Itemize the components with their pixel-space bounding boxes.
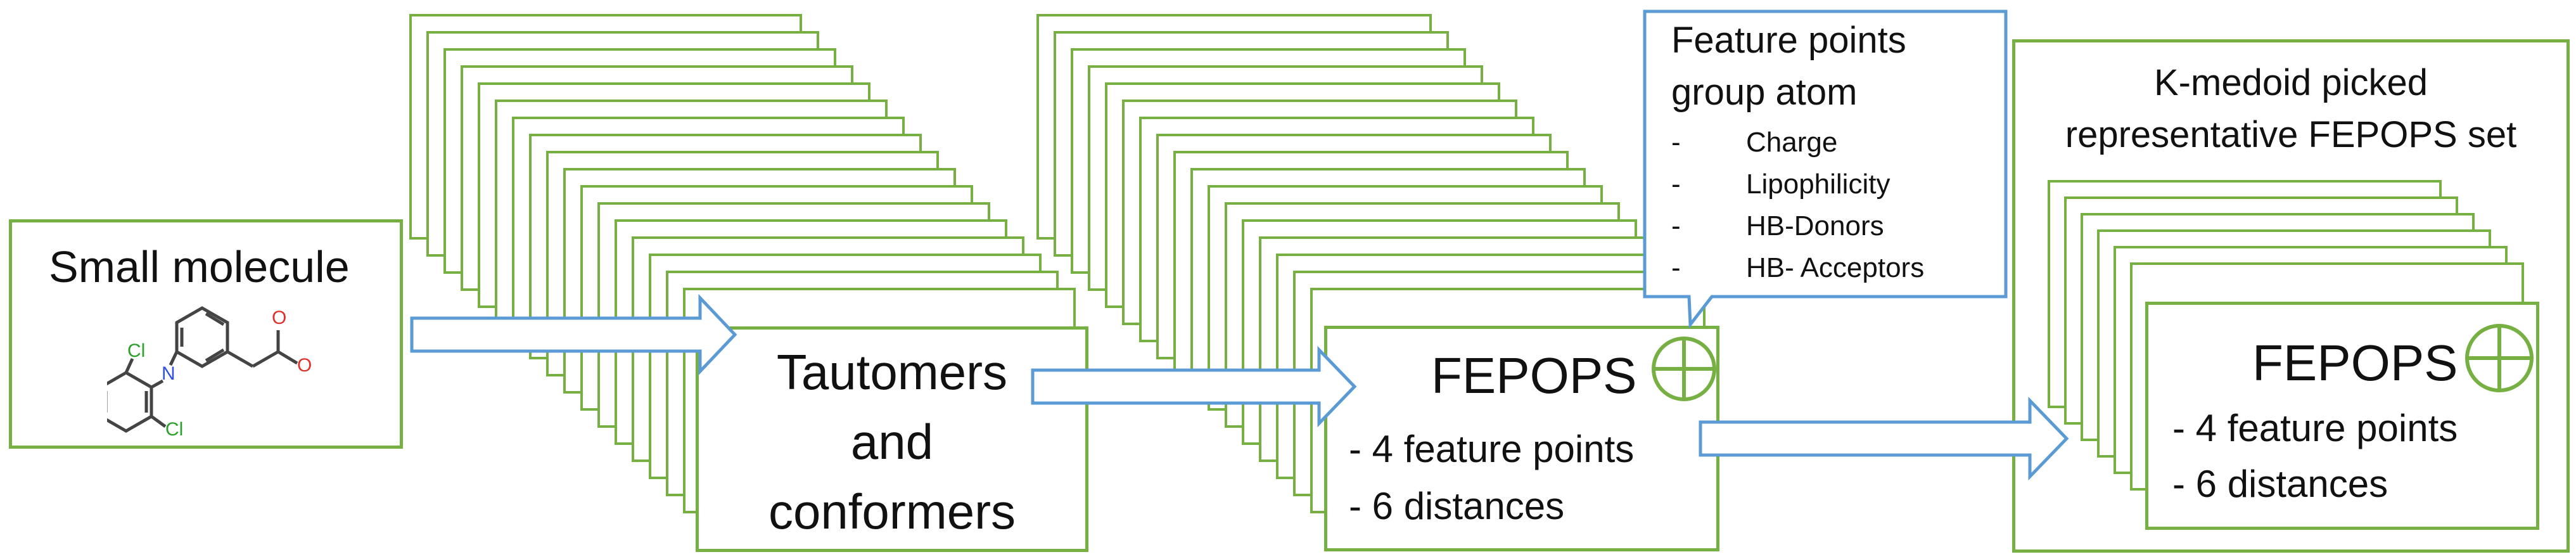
arrow-3 (1700, 401, 2067, 477)
arrow-1 (412, 298, 735, 371)
arrow-2 (1033, 350, 1355, 423)
